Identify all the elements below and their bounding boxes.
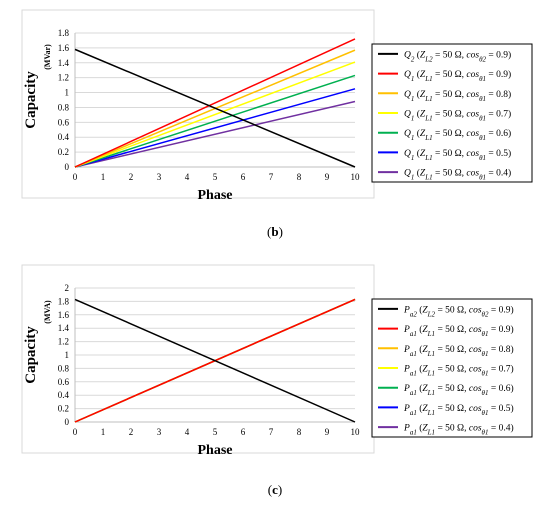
y-tick-label: 1 [65,88,70,98]
x-tick-label: 3 [157,427,162,437]
y-axis-unit: (MVA) [43,300,52,324]
x-tick-label: 4 [185,427,190,437]
caption-c: (c) [267,482,283,497]
x-tick-label: 1 [101,172,106,182]
caption-b-letter: b [271,224,279,239]
legend-entry: Q1 (ZL1 = 50 Ω, cosθ1 = 0.9) [404,69,511,83]
y-tick-label: 0.6 [58,117,70,127]
y-tick-label: 1.8 [58,296,70,306]
x-tick-label: 8 [297,427,302,437]
legend-entry: Q2 (ZL2 = 50 Ω, cosθ2 = 0.9) [404,49,511,63]
legend-entry: Pa1 (ZL1 = 50 Ω, cosθ1 = 0.4) [403,423,514,437]
x-axis-title: Phase [198,443,233,458]
y-tick-label: 1.4 [58,323,70,333]
x-tick-label: 5 [213,172,218,182]
y-axis-title: Capacity [23,71,39,129]
y-tick-label: 0.8 [58,102,70,112]
y-tick-label: 1.6 [58,310,70,320]
chart-panel-b: 0 0.2 0.4 0.6 0.8 1 1.2 1.4 1.6 1.8 0 1 2 3 4 5 6 7 8 9 10 Ca… [0,0,550,215]
legend-entry: Q1 (ZL1 = 50 Ω, cosθ1 = 0.8) [404,89,511,103]
chart-panel-c: 0 0.2 0.4 0.6 0.8 1 1.2 1.4 1.6 1.8 2 0 1 2 3 4 5 6 7 8 9 10 C… [0,255,550,470]
legend-box [371,298,533,438]
series-line-3 [74,61,356,168]
x-tick-label: 2 [129,172,134,182]
y-tick-label: 1.2 [58,73,69,83]
y-tick-label: 1.6 [58,43,70,53]
x-tick-label: 9 [325,427,330,437]
y-tick-label: 1.4 [58,58,70,68]
legend-entry: Pa1 (ZL1 = 50 Ω, cosθ1 = 0.7) [403,364,514,378]
x-axis-title: Phase [198,188,233,203]
x-tick-label: 8 [297,172,302,182]
x-tick-label: 3 [157,172,162,182]
x-tick-label: 10 [351,427,361,437]
y-tick-label: 1.8 [58,28,70,38]
x-tick-label: 6 [241,172,246,182]
y-tick-label: 0.2 [58,147,69,157]
y-axis-unit: (MVar) [43,44,52,70]
legend-entry: Q1 (ZL1 = 50 Ω, cosθ1 = 0.4) [404,168,511,182]
x-tick-label: 7 [269,427,274,437]
y-tick-label: 1 [65,350,70,360]
y-tick-label: 1.2 [58,337,69,347]
legend-entry: Q1 (ZL1 = 50 Ω, cosθ1 = 0.5) [404,148,511,162]
y-tick-label: 2 [65,283,70,293]
x-tick-label: 5 [213,427,218,437]
y-tick-label: 0.2 [58,404,69,414]
x-tick-label: 0 [73,172,78,182]
y-tick-label: 0 [65,162,70,172]
x-tick-label: 10 [351,172,361,182]
caption-b: (b) [267,224,283,239]
chart-c-svg: 0 0.2 0.4 0.6 0.8 1 1.2 1.4 1.6 1.8 2 0 1 2 3 4 5 6 7 8 9 10 C… [21,264,533,458]
legend-entry: Q1 (ZL1 = 50 Ω, cosθ1 = 0.7) [404,109,511,123]
x-tick-label: 2 [129,427,134,437]
legend-entry: Pa2 (ZL2 = 50 Ω, cosθ2 = 0.9) [403,304,514,318]
legend-entry: Pa1 (ZL1 = 50 Ω, cosθ1 = 0.8) [403,344,514,358]
legend-entry: Pa1 (ZL1 = 50 Ω, cosθ1 = 0.5) [403,403,514,417]
x-tick-label: 4 [185,172,190,182]
y-tick-label: 0.6 [58,377,70,387]
y-tick-label: 0.4 [58,390,70,400]
y-axis-title: Capacity [23,326,39,384]
x-tick-label: 1 [101,427,106,437]
series-line-1 [74,38,356,168]
y-tick-label: 0.4 [58,132,70,142]
legend-entry: Q1 (ZL1 = 50 Ω, cosθ1 = 0.6) [404,128,511,142]
series-line-5 [74,88,356,168]
x-tick-label: 9 [325,172,330,182]
caption-c-letter: c [272,482,278,497]
y-tick-label: 0 [65,417,70,427]
series-line-0 [74,298,356,423]
legend-entry: Pa1 (ZL1 = 50 Ω, cosθ1 = 0.9) [403,324,514,338]
x-tick-label: 0 [73,427,78,437]
legend-box [371,43,533,183]
series-line-4 [74,74,356,168]
x-tick-label: 6 [241,427,246,437]
series-line-6 [74,100,356,168]
legend-entry: Pa1 (ZL1 = 50 Ω, cosθ1 = 0.6) [403,383,514,397]
chart-b-svg: 0 0.2 0.4 0.6 0.8 1 1.2 1.4 1.6 1.8 0 1 2 3 4 5 6 7 8 9 10 Ca… [21,9,533,203]
y-tick-label: 0.8 [58,363,70,373]
x-tick-label: 7 [269,172,274,182]
series-line-0 [74,48,356,168]
